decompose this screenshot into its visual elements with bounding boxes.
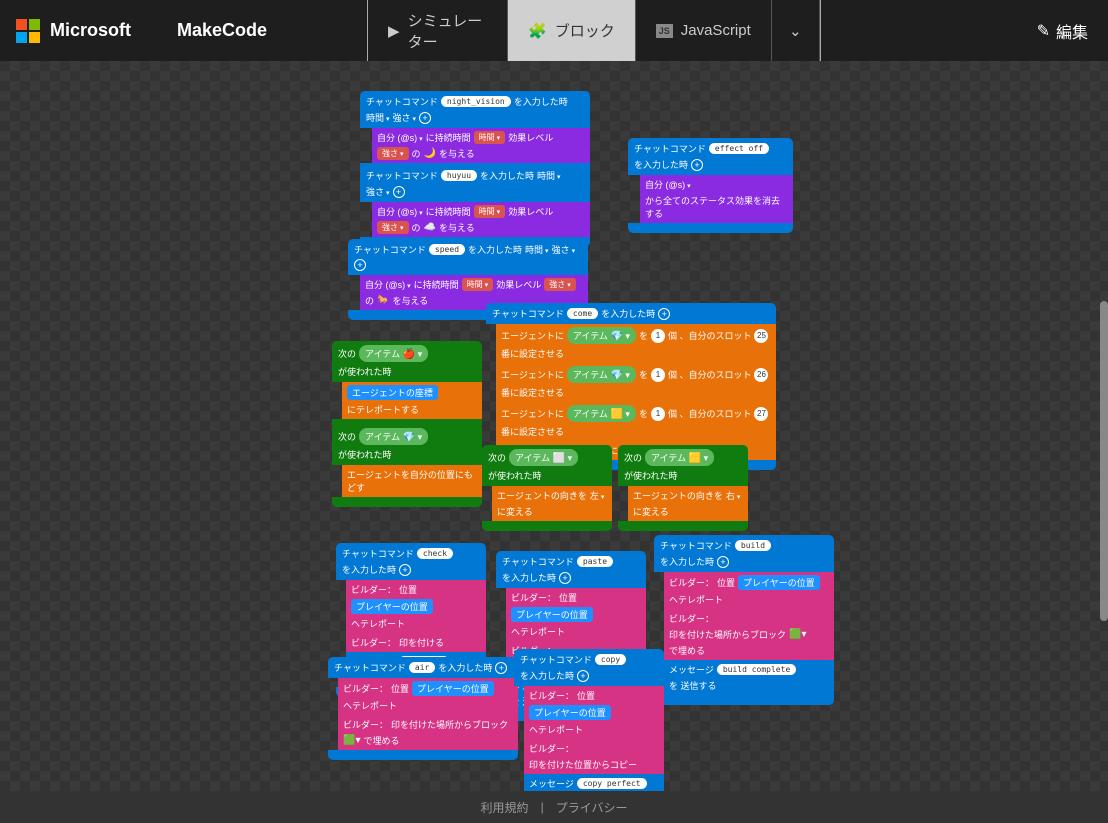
app-header: Microsoft MakeCode ▶シミュレーター 🧩ブロック JSJava… <box>0 0 1108 61</box>
block-night-vision[interactable]: チャットコマンドnight_visionを入力した時時間強さ+ 自分 (@s)に… <box>360 91 590 173</box>
workspace-scrollbar[interactable] <box>1100 301 1108 621</box>
plus-icon[interactable]: + <box>419 112 431 124</box>
block-huyuu[interactable]: チャットコマンドhuyuuを入力した時時間強さ+ 自分 (@s)に持続時間時間効… <box>360 165 590 247</box>
play-icon: ▶ <box>388 22 400 40</box>
block-effect-off[interactable]: チャットコマンドeffect offを入力した時+ 自分 (@s)から全てのステ… <box>628 138 793 233</box>
plus-icon[interactable]: + <box>354 259 366 271</box>
block-item-gold-right[interactable]: 次のアイテム 🟨 ▾が使われた時 エージェントの向きを右に変える <box>618 445 748 531</box>
plus-icon[interactable]: + <box>559 572 571 584</box>
js-icon: JS <box>656 24 673 38</box>
block-build[interactable]: チャットコマンドbuildを入力した時+ ビルダー：位置プレイヤーの位置ヘテレポ… <box>654 535 834 705</box>
tab-javascript[interactable]: JSJavaScript <box>636 0 772 61</box>
editor-tabs: ▶シミュレーター 🧩ブロック JSJavaScript ⌄ <box>367 0 821 61</box>
plus-icon[interactable]: + <box>691 159 703 171</box>
block-item-apple[interactable]: 次のアイテム 🍎 ▾が使われた時 エージェントの座標にテレポートする <box>332 341 482 429</box>
plus-icon[interactable]: + <box>399 564 411 576</box>
microsoft-text: Microsoft <box>50 20 131 41</box>
footer-terms-link[interactable]: 利用規約 <box>481 799 529 816</box>
plus-icon[interactable]: + <box>717 556 729 568</box>
plus-icon[interactable]: + <box>658 308 670 320</box>
footer-privacy-link[interactable]: プライバシー <box>556 799 628 816</box>
chevron-down-icon: ⌄ <box>789 22 802 40</box>
block-item-iron-left[interactable]: 次のアイテム ⬜ ▾が使われた時 エージェントの向きを左に変える <box>482 445 612 531</box>
tab-dropdown[interactable]: ⌄ <box>772 0 820 61</box>
block-item-diamond[interactable]: 次のアイテム 💎 ▾が使われた時 エージェントを自分の位置にもどす <box>332 424 482 507</box>
block-air[interactable]: チャットコマンドairを入力した時+ ビルダー：位置プレイヤーの位置ヘテレポート… <box>328 657 518 760</box>
tab-simulator[interactable]: ▶シミュレーター <box>368 0 508 61</box>
ms-logo-icon <box>16 19 40 43</box>
edit-button[interactable]: ✎編集 <box>1037 19 1088 43</box>
footer: 利用規約 | プライバシー <box>0 791 1108 823</box>
tab-blocks[interactable]: 🧩ブロック <box>508 0 636 61</box>
blocks-icon: 🧩 <box>528 22 547 40</box>
edit-icon: ✎ <box>1037 21 1050 41</box>
microsoft-logo: Microsoft <box>0 19 147 43</box>
block-workspace[interactable]: チャットコマンドnight_visionを入力した時時間強さ+ 自分 (@s)に… <box>0 61 1108 791</box>
makecode-brand: MakeCode <box>177 20 267 41</box>
plus-icon[interactable]: + <box>393 186 405 198</box>
plus-icon[interactable]: + <box>495 662 507 674</box>
plus-icon[interactable]: + <box>577 670 589 682</box>
